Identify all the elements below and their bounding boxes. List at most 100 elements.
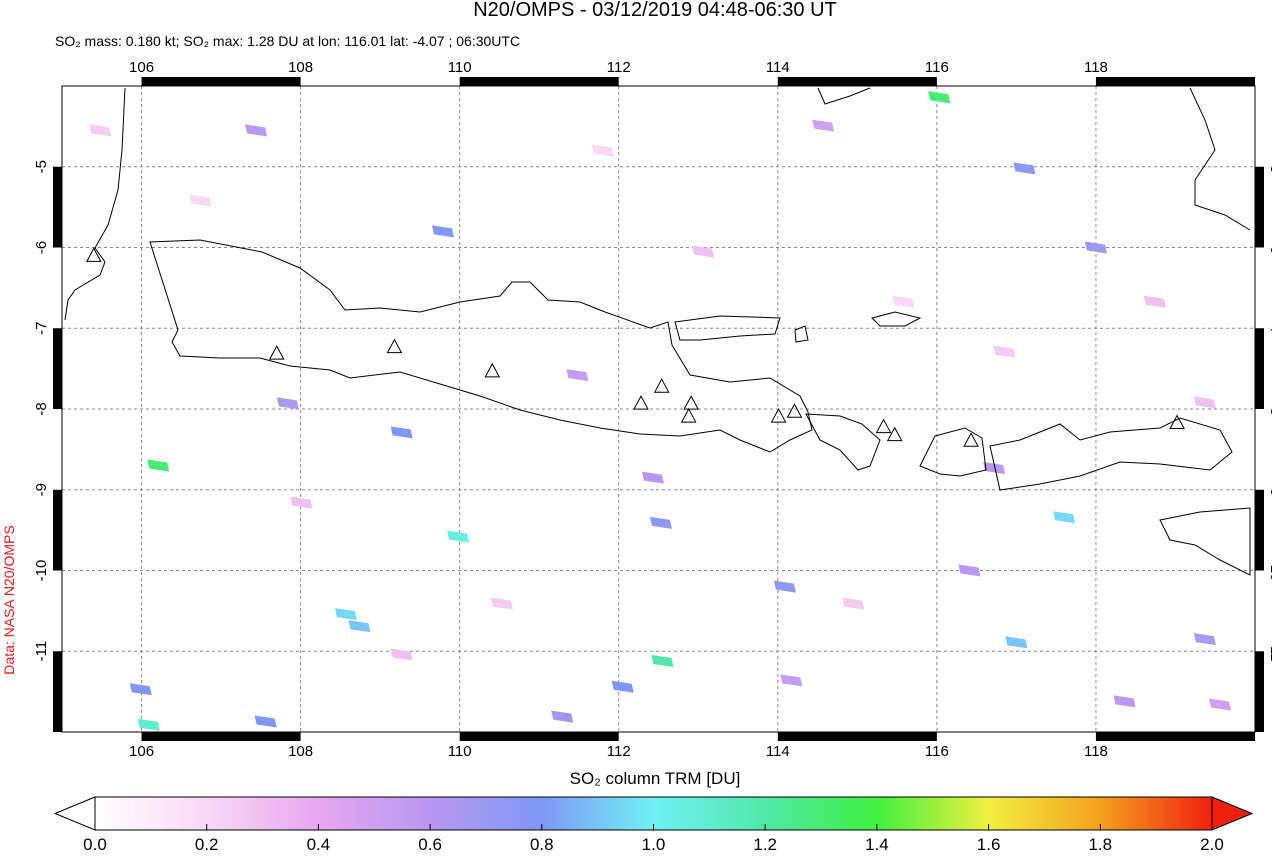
frame-bar: [777, 732, 937, 741]
frame-bar: [141, 77, 301, 86]
colorbar-under: [53, 796, 96, 831]
so2-pixel: [928, 91, 951, 104]
colorbar-over: [1211, 796, 1254, 831]
x-tick-label: 116: [925, 59, 949, 76]
so2-pixel: [641, 471, 664, 484]
volcano: [386, 338, 403, 354]
y-tick-label: -8: [33, 402, 50, 415]
y-tick-label: -9: [33, 483, 50, 496]
so2-pixel: [812, 119, 835, 132]
volcano: [886, 426, 903, 442]
so2-pixel: [780, 674, 803, 687]
frame-bar: [53, 166, 62, 248]
so2-pixel: [566, 369, 589, 382]
colorbar-tick-label: 1.0: [642, 835, 666, 853]
volcano: [770, 408, 787, 423]
so2-pixel: [649, 516, 672, 529]
so2-pixel: [1084, 241, 1107, 254]
frame-bar: [1255, 489, 1264, 571]
x-tick-label: 108: [288, 59, 313, 76]
x-tick-label: 106: [129, 59, 154, 76]
volcano: [680, 408, 697, 423]
y-tick-label: -11: [33, 641, 50, 662]
frame-bar: [777, 77, 937, 86]
so2-pixel: [276, 397, 299, 410]
so2-pixel: [1209, 698, 1232, 711]
so2-pixel: [254, 715, 277, 728]
colorbar-tick-label: 0.8: [530, 835, 554, 853]
frame-bar: [1255, 651, 1264, 732]
volcano: [85, 247, 102, 262]
volcano: [1169, 414, 1185, 430]
source-label: Data: NASA N20/OMPS: [1, 525, 17, 674]
coastlines: [64, 87, 1251, 576]
x-tick-label: 112: [607, 743, 631, 760]
so2-pixel: [892, 295, 915, 308]
y-tick-label: -10: [1267, 560, 1272, 582]
frame-bar: [141, 732, 301, 741]
so2-pixel: [551, 710, 574, 723]
x-tick-label: 108: [288, 743, 313, 760]
y-tick-label: -6: [1267, 241, 1272, 254]
so2-pixel: [1013, 162, 1036, 175]
x-tick-label: 110: [448, 743, 472, 760]
frame-bar: [1255, 328, 1264, 409]
colorbar-tick-label: 0.2: [195, 835, 219, 853]
colorbar-tick-label: 0.0: [83, 835, 107, 853]
volcano: [786, 403, 803, 418]
so2-pixel: [390, 648, 413, 661]
y-tick-label: -10: [33, 560, 50, 582]
volcano: [633, 395, 649, 410]
so2-pixel: [611, 680, 634, 693]
frame-bar: [53, 489, 62, 571]
frame-bar: [53, 328, 62, 409]
so2-pixel: [842, 597, 865, 610]
x-tick-label: 112: [607, 59, 631, 76]
so2-pixel: [1053, 511, 1076, 524]
so2-pixel: [993, 345, 1016, 358]
so2-pixel: [591, 144, 614, 157]
so2-pixel: [490, 597, 513, 610]
colorbar-tick-label: 1.8: [1088, 835, 1112, 853]
y-tick-label: -9: [1267, 483, 1272, 496]
so2-pixel: [773, 580, 796, 593]
volcano: [268, 345, 285, 360]
volcano: [484, 362, 501, 378]
so2-pixel: [1113, 695, 1136, 708]
y-tick-label: -8: [1267, 402, 1272, 415]
so2-pixel: [147, 459, 170, 472]
x-tick-label: 118: [1084, 743, 1108, 760]
so2-pixel: [334, 608, 357, 621]
volcano: [683, 395, 699, 410]
so2-pixel: [651, 654, 674, 667]
so2-pixel: [290, 496, 313, 509]
x-tick-label: 110: [448, 59, 472, 76]
volcano: [653, 378, 670, 393]
y-tick-label: -5: [33, 160, 50, 173]
y-tick-label: -5: [1267, 160, 1272, 173]
y-tick-label: -6: [33, 241, 50, 254]
colorbar-tick-label: 2.0: [1200, 835, 1224, 853]
so2-pixel: [692, 245, 715, 258]
x-tick-label: 116: [925, 743, 949, 760]
so2-pixel: [129, 683, 152, 696]
subtitle: SO₂ mass: 0.180 kt; SO₂ max: 1.28 DU at …: [55, 33, 520, 49]
so2-pixel: [89, 124, 112, 137]
so2-pixel: [958, 564, 981, 577]
x-tick-label: 114: [766, 743, 790, 760]
so2-pixel: [431, 225, 454, 238]
so2-pixel: [1143, 295, 1166, 308]
frame-bar: [459, 77, 619, 86]
volcano: [875, 418, 892, 434]
x-tick-label: 118: [1084, 59, 1108, 76]
y-tick-label: -7: [33, 322, 50, 335]
frame-bar: [459, 732, 619, 741]
y-tick-label: -11: [1267, 641, 1272, 662]
colorbar-tick-label: 1.6: [977, 835, 1001, 853]
colorbar-tick-label: 0.4: [307, 835, 331, 853]
frame-bar: [53, 651, 62, 732]
colorbar-tick-label: 0.6: [418, 835, 442, 853]
title: N20/OMPS - 03/12/2019 04:48-06:30 UT: [473, 0, 837, 21]
so2-pixel: [245, 124, 268, 137]
